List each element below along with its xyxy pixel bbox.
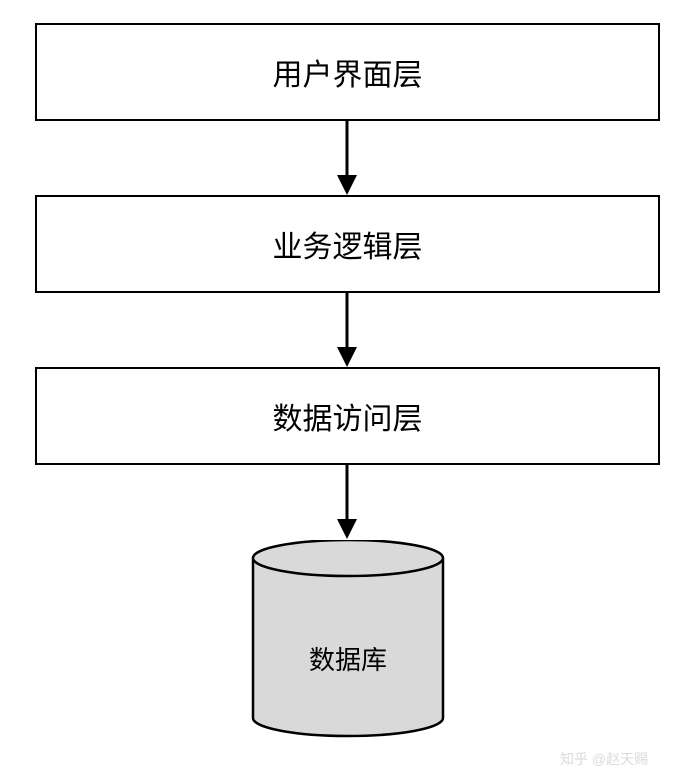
arrow-3 [332, 465, 362, 539]
arrow-1 [332, 121, 362, 195]
data-layer-box: 数据访问层 [35, 367, 660, 465]
watermark-text: 知乎 @赵天赐 [560, 749, 648, 769]
database-label: 数据库 [251, 640, 445, 677]
logic-layer-box: 业务逻辑层 [35, 195, 660, 293]
ui-layer-box: 用户界面层 [35, 23, 660, 121]
logic-layer-label: 业务逻辑层 [273, 222, 423, 266]
data-layer-label: 数据访问层 [273, 394, 423, 438]
database-cylinder: 数据库 [251, 540, 445, 740]
ui-layer-label: 用户界面层 [273, 50, 423, 94]
arrow-2 [332, 293, 362, 367]
